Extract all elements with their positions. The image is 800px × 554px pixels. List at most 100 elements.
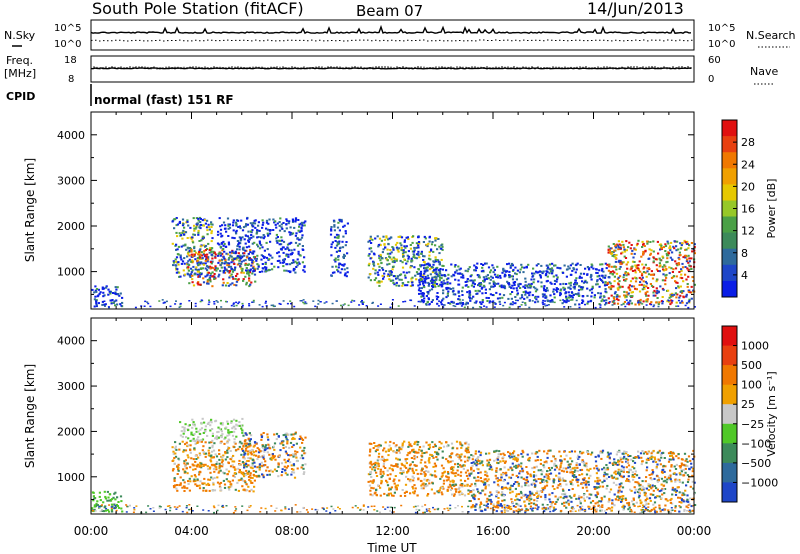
echo-cell bbox=[386, 238, 390, 241]
echo-cell bbox=[458, 298, 461, 301]
echo-cell bbox=[582, 451, 585, 454]
echo-cell bbox=[220, 306, 223, 308]
echo-cell bbox=[650, 249, 653, 252]
echo-cell bbox=[343, 255, 346, 257]
echo-cell bbox=[642, 300, 645, 303]
echo-cell bbox=[500, 284, 503, 287]
echo-cell bbox=[472, 295, 475, 298]
echo-cell bbox=[409, 451, 412, 454]
echo-cell bbox=[639, 499, 642, 502]
echo-cell bbox=[687, 261, 690, 264]
echo-cell bbox=[625, 299, 628, 301]
echo-cell bbox=[386, 469, 389, 472]
echo-cell bbox=[208, 249, 211, 251]
echo-cell bbox=[234, 488, 237, 491]
echo-cell bbox=[632, 503, 635, 506]
echo-cell bbox=[434, 445, 437, 448]
echo-cell bbox=[459, 464, 462, 467]
echo-cell bbox=[427, 493, 430, 495]
echo-cell bbox=[634, 271, 637, 274]
echo-cell bbox=[689, 265, 692, 268]
echo-cell bbox=[641, 272, 644, 275]
echo-cell bbox=[437, 269, 441, 272]
echo-cell bbox=[520, 462, 523, 465]
echo-cell bbox=[532, 281, 535, 284]
echo-cell bbox=[647, 489, 650, 491]
echo-cell bbox=[391, 268, 394, 271]
echo-cell bbox=[574, 279, 577, 282]
echo-cell bbox=[199, 217, 202, 220]
echo-cell bbox=[493, 273, 497, 276]
echo-cell bbox=[116, 286, 119, 289]
echo-cell bbox=[235, 224, 238, 227]
echo-cell bbox=[238, 248, 241, 251]
echo-cell bbox=[647, 287, 650, 289]
echo-cell bbox=[540, 285, 543, 288]
echo-cell bbox=[196, 465, 199, 468]
echo-cell bbox=[188, 282, 191, 285]
echo-cell bbox=[176, 248, 179, 251]
echo-cell bbox=[680, 300, 683, 302]
echo-cell bbox=[625, 479, 628, 482]
echo-cell bbox=[193, 250, 196, 253]
echo-cell bbox=[279, 303, 282, 305]
echo-cell bbox=[645, 495, 648, 498]
echo-cell bbox=[222, 221, 226, 224]
echo-cell bbox=[228, 223, 231, 226]
echo-cell bbox=[342, 264, 345, 267]
echo-cell bbox=[660, 247, 663, 249]
echo-cell bbox=[400, 278, 403, 281]
echo-cell bbox=[399, 472, 402, 474]
echo-cell bbox=[379, 255, 382, 258]
echo-cell bbox=[288, 220, 291, 223]
echo-cell bbox=[370, 476, 373, 478]
echo-cell bbox=[525, 265, 528, 268]
echo-cell bbox=[186, 487, 189, 490]
colorbar-swatch bbox=[722, 168, 737, 185]
echo-cell bbox=[633, 476, 636, 478]
echo-cell bbox=[303, 302, 306, 305]
echo-cell bbox=[472, 461, 475, 464]
echo-cell bbox=[677, 248, 680, 251]
echo-cell bbox=[612, 301, 615, 304]
echo-cell bbox=[676, 281, 679, 284]
echo-cell bbox=[439, 477, 442, 480]
echo-cell bbox=[633, 248, 636, 251]
echo-cell bbox=[482, 284, 486, 287]
echo-cell bbox=[688, 300, 691, 302]
echo-cell bbox=[243, 440, 246, 443]
echo-cell bbox=[652, 240, 655, 243]
echo-cell bbox=[259, 455, 262, 458]
echo-cell bbox=[181, 232, 184, 235]
echo-cell bbox=[684, 241, 687, 244]
echo-cell bbox=[642, 271, 646, 273]
echo-cell bbox=[330, 243, 333, 246]
echo-cell bbox=[248, 478, 251, 481]
echo-cell bbox=[264, 268, 267, 271]
echo-cell bbox=[509, 488, 512, 491]
echo-cell bbox=[422, 280, 425, 283]
echo-cell bbox=[380, 482, 383, 485]
echo-cell bbox=[186, 472, 189, 475]
echo-cell bbox=[581, 288, 584, 291]
echo-cell bbox=[304, 220, 307, 223]
echo-cell bbox=[335, 236, 338, 239]
echo-cell bbox=[262, 456, 265, 459]
echo-cell bbox=[494, 474, 497, 477]
echo-cell bbox=[386, 494, 389, 497]
echo-cell bbox=[675, 489, 678, 492]
echo-cell bbox=[368, 247, 371, 250]
echo-cell bbox=[465, 474, 469, 477]
echo-cell bbox=[450, 263, 453, 266]
echo-cell bbox=[200, 439, 203, 442]
echo-cell bbox=[195, 226, 198, 229]
echo-cell bbox=[571, 483, 574, 486]
echo-cell bbox=[104, 495, 107, 498]
echo-cell bbox=[283, 458, 286, 461]
echo-cell bbox=[95, 304, 98, 307]
echo-cell bbox=[522, 271, 525, 274]
nave-label: Nave bbox=[750, 65, 778, 78]
echo-cell bbox=[486, 300, 489, 302]
echo-cell bbox=[481, 301, 484, 304]
echo-cell bbox=[214, 265, 217, 268]
